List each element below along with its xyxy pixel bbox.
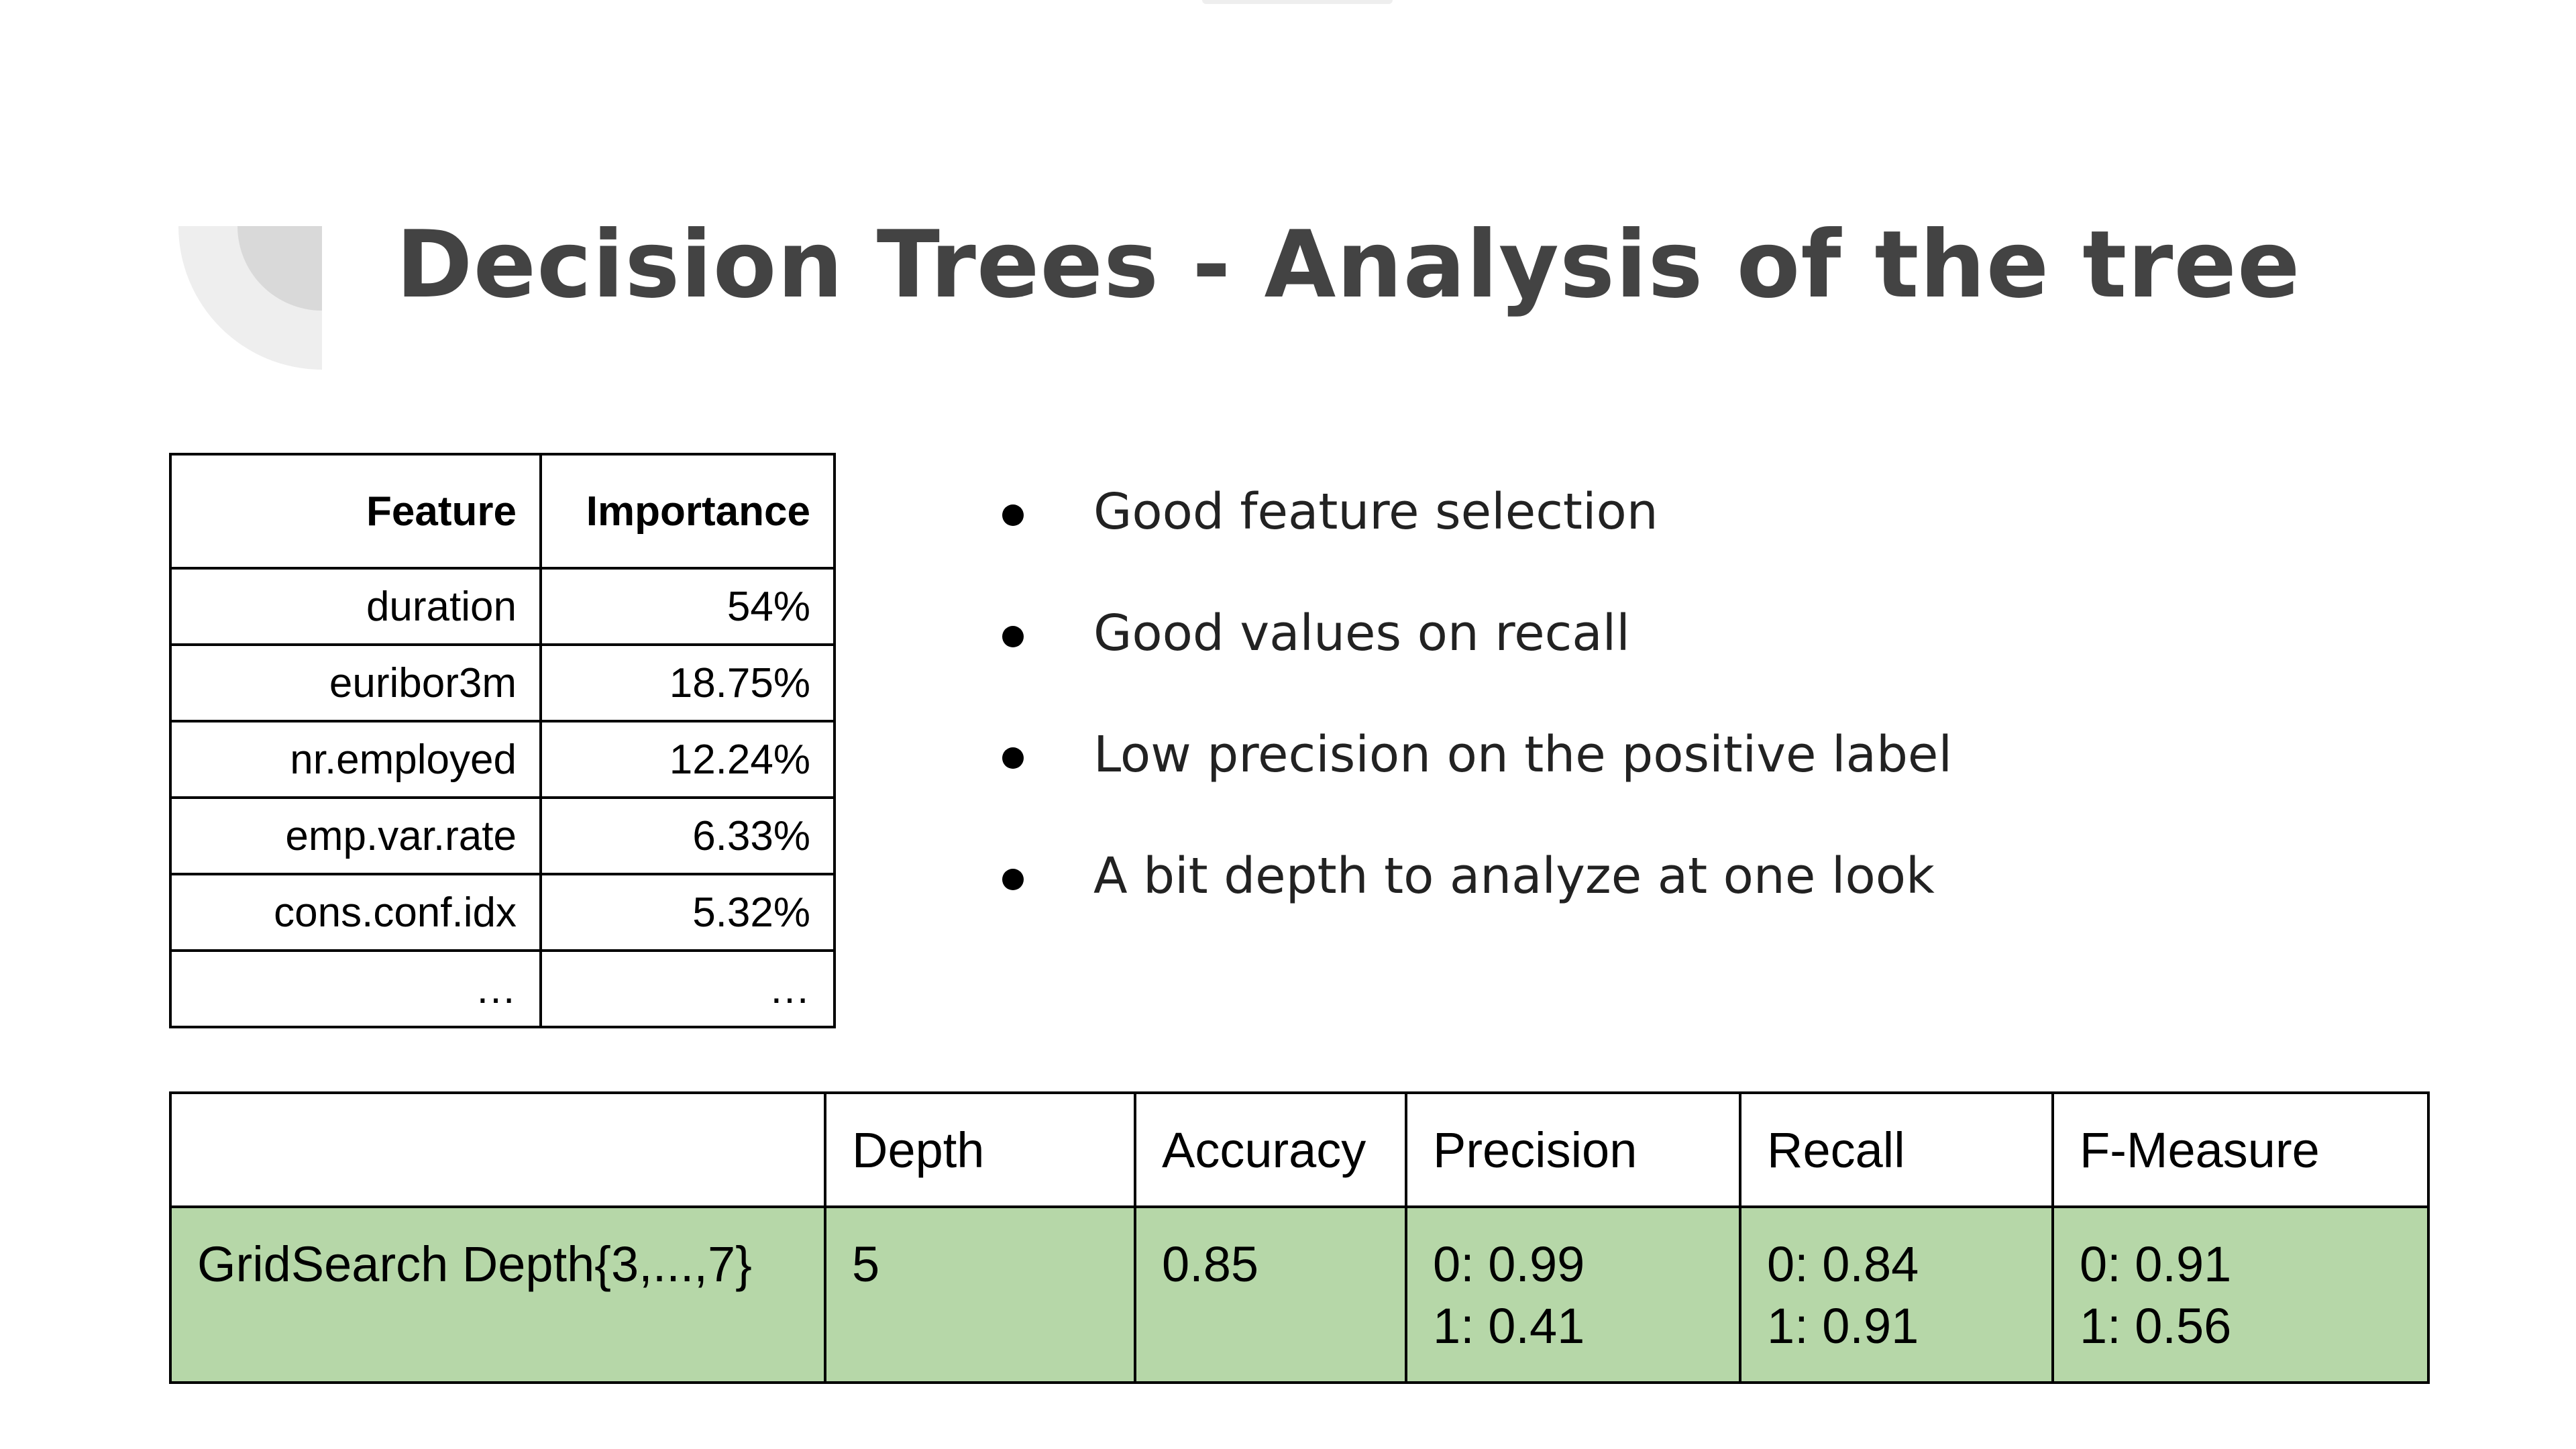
depth-header: Depth: [824, 1091, 1136, 1208]
bullet-dot-icon: [1002, 747, 1024, 769]
results-header-row: Depth Accuracy Precision Recall F-Measur…: [169, 1091, 2430, 1208]
importance-cell: 5.32%: [539, 873, 836, 952]
feature-cell: nr.employed: [169, 720, 542, 799]
feature-cell: …: [169, 949, 542, 1028]
bullet-item: A bit depth to analyze at one look: [986, 839, 1952, 961]
f-measure-class-1: 1: 0.56: [2080, 1298, 2232, 1354]
model-cell: GridSearch Depth{3,...,7}: [169, 1205, 826, 1384]
feature-header: Feature: [169, 453, 542, 570]
table-row: euribor3m 18.75%: [169, 643, 836, 722]
table-row: cons.conf.idx 5.32%: [169, 873, 836, 952]
bullet-list: Good feature selection Good values on re…: [986, 475, 1952, 961]
slide-title: Decision Trees - Analysis of the tree: [396, 211, 2301, 319]
importance-cell: 6.33%: [539, 796, 836, 875]
model-header: [169, 1091, 826, 1208]
bullet-dot-icon: [1002, 869, 1024, 890]
depth-cell: 5: [824, 1205, 1136, 1384]
f-measure-class-0: 0: 0.91: [2080, 1236, 2232, 1292]
table-row: duration 54%: [169, 567, 836, 646]
bullet-item: Good values on recall: [986, 596, 1952, 718]
importance-cell: …: [539, 949, 836, 1028]
importance-cell: 54%: [539, 567, 836, 646]
importance-cell: 18.75%: [539, 643, 836, 722]
bullet-text: Good values on recall: [1093, 604, 1630, 662]
bullet-text: A bit depth to analyze at one look: [1093, 847, 1935, 905]
table-row: emp.var.rate 6.33%: [169, 796, 836, 875]
importance-cell: 12.24%: [539, 720, 836, 799]
recall-class-0: 0: 0.84: [1767, 1236, 1919, 1292]
bullet-dot-icon: [1002, 504, 1024, 526]
table-row: … …: [169, 949, 836, 1028]
feature-cell: emp.var.rate: [169, 796, 542, 875]
feature-cell: euribor3m: [169, 643, 542, 722]
precision-header: Precision: [1405, 1091, 1741, 1208]
accuracy-cell: 0.85: [1134, 1205, 1407, 1384]
bullet-dot-icon: [1002, 626, 1024, 647]
recall-cell: 0: 0.84 1: 0.91: [1739, 1205, 2054, 1384]
results-table: Depth Accuracy Precision Recall F-Measur…: [169, 1091, 2430, 1384]
precision-class-1: 1: 0.41: [1433, 1298, 1585, 1354]
top-tab-decoration: [1202, 0, 1393, 4]
recall-header: Recall: [1739, 1091, 2054, 1208]
precision-cell: 0: 0.99 1: 0.41: [1405, 1205, 1741, 1384]
accuracy-header: Accuracy: [1134, 1091, 1407, 1208]
feature-importance-table: Feature Importance duration 54% euribor3…: [169, 453, 836, 1028]
quarter-circle-decoration: [178, 226, 322, 370]
bullet-item: Good feature selection: [986, 475, 1952, 596]
precision-class-0: 0: 0.99: [1433, 1236, 1585, 1292]
bullet-text: Low precision on the positive label: [1093, 726, 1953, 784]
bullet-text: Good feature selection: [1093, 483, 1658, 541]
recall-class-1: 1: 0.91: [1767, 1298, 1919, 1354]
table-row: nr.employed 12.24%: [169, 720, 836, 799]
feature-cell: duration: [169, 567, 542, 646]
feature-cell: cons.conf.idx: [169, 873, 542, 952]
importance-header: Importance: [539, 453, 836, 570]
f-measure-header: F-Measure: [2051, 1091, 2430, 1208]
f-measure-cell: 0: 0.91 1: 0.56: [2051, 1205, 2430, 1384]
bullet-item: Low precision on the positive label: [986, 718, 1952, 839]
table-header-row: Feature Importance: [169, 453, 836, 570]
results-row: GridSearch Depth{3,...,7} 5 0.85 0: 0.99…: [169, 1205, 2430, 1384]
